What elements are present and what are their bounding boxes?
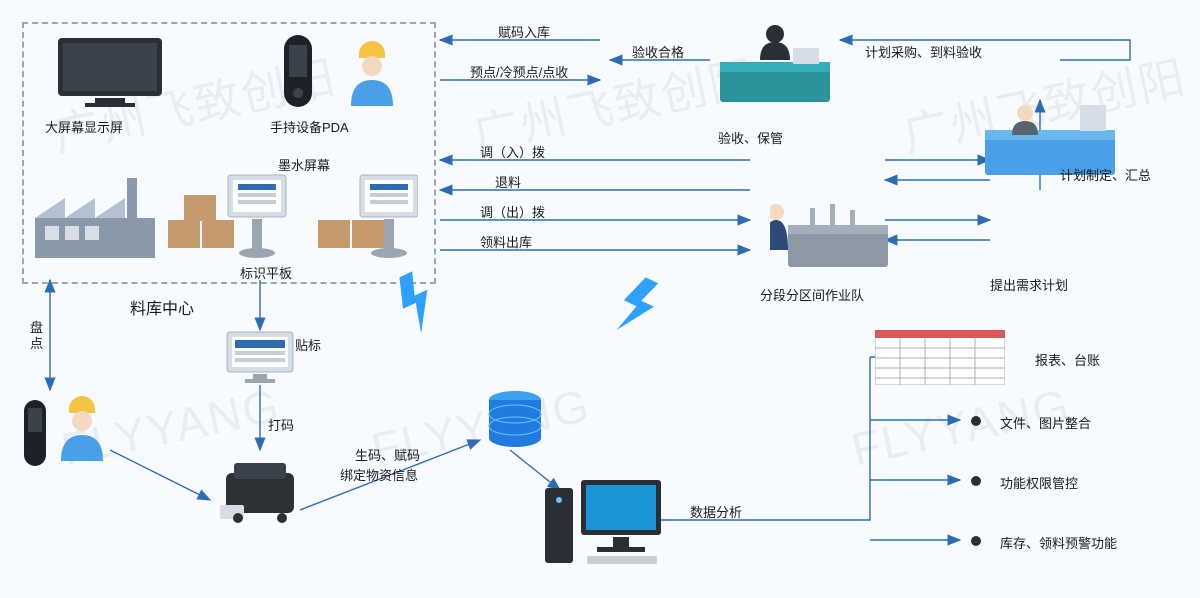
edge-label: 绑定物资信息	[340, 465, 418, 484]
bullet-icon	[970, 474, 982, 492]
edge-label: 计划采购、到料验收	[865, 42, 982, 61]
worker-icon	[345, 40, 400, 115]
edge-label: 调（入）拨	[480, 142, 545, 161]
printer-icon	[220, 455, 300, 530]
computer-icon	[545, 470, 665, 575]
output-label: 报表、台账	[1035, 350, 1100, 369]
bullet-icon	[970, 534, 982, 552]
warehouse-center-label: 料库中心	[130, 295, 194, 319]
acceptor-label: 验收、保管	[718, 128, 783, 147]
team-label: 分段分区间作业队	[760, 285, 864, 304]
factory-icon	[35, 168, 155, 263]
output-label: 功能权限管控	[1000, 473, 1078, 492]
scanner-icon	[20, 400, 50, 475]
tiebiao-label: 贴标	[295, 335, 321, 354]
team-icon	[770, 190, 890, 285]
edge-label: 验收合格	[632, 42, 684, 61]
eink-cluster-icon	[168, 165, 418, 270]
demand-label: 提出需求计划	[990, 275, 1068, 294]
eink-label: 墨水屏幕	[278, 155, 330, 174]
bullet-icon	[970, 414, 982, 432]
pda-icon	[280, 35, 316, 115]
output-label: 库存、领料预警功能	[1000, 533, 1117, 552]
pda-label: 手持设备PDA	[270, 117, 349, 136]
edge-label: 预点/冷预点/点收	[470, 62, 568, 81]
dama-label: 打码	[268, 415, 294, 434]
edge-label: 赋码入库	[498, 22, 550, 41]
pandian-label: 盘点	[30, 320, 43, 351]
acceptor-icon	[715, 20, 835, 125]
output-label: 文件、图片整合	[1000, 413, 1091, 432]
edge-label: 退料	[495, 172, 521, 191]
diagram-stage: 广州飞致创阳 广州飞致创阳 广州飞致创阳 FLYYANG FLYYANG FLY…	[0, 0, 1200, 598]
edge-label: 数据分析	[690, 502, 742, 521]
edge-label: 生码、赋码	[355, 445, 420, 464]
edge-label: 领料出库	[480, 232, 532, 251]
report-sheet-icon	[875, 330, 1005, 390]
label-monitor-icon	[225, 330, 295, 390]
worker-icon	[55, 395, 110, 470]
tablet-label: 标识平板	[240, 263, 292, 282]
planner-label: 计划制定、汇总	[1060, 165, 1151, 184]
big-screen-label: 大屏幕显示屏	[45, 117, 123, 136]
big-screen-icon	[55, 35, 165, 115]
edge-label: 调（出）拨	[480, 202, 545, 221]
database-icon	[485, 390, 545, 455]
